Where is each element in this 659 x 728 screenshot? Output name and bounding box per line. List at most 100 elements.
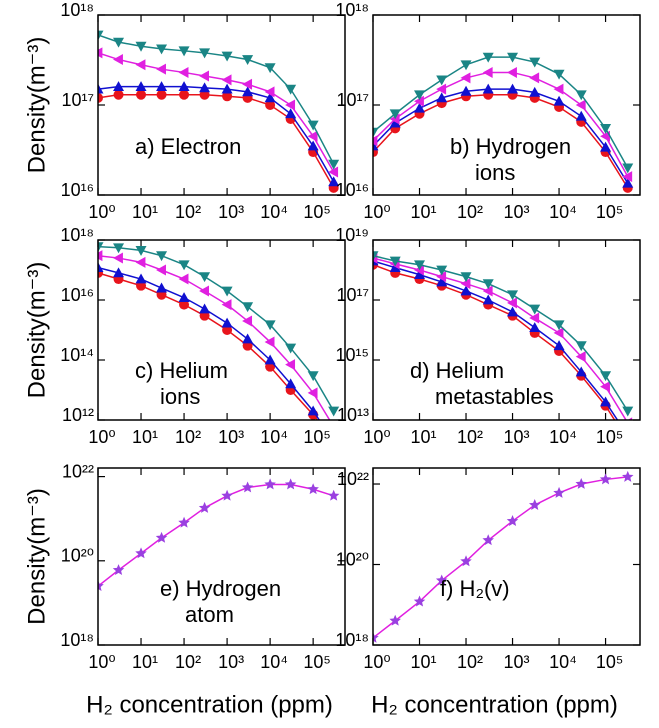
marker bbox=[135, 41, 147, 52]
marker bbox=[529, 312, 540, 324]
annotation: a) Electron bbox=[135, 134, 241, 159]
marker bbox=[221, 317, 233, 328]
marker bbox=[242, 315, 253, 327]
marker bbox=[199, 48, 211, 59]
marker bbox=[436, 271, 447, 283]
y-tick-label: 10¹⁷ bbox=[336, 90, 369, 110]
y-tick-label: 10¹³ bbox=[337, 405, 369, 425]
marker bbox=[600, 396, 612, 407]
marker bbox=[199, 82, 211, 93]
marker bbox=[389, 109, 401, 120]
marker bbox=[482, 66, 493, 78]
marker bbox=[414, 90, 426, 101]
y-tick-label: 10²⁰ bbox=[61, 546, 94, 566]
marker bbox=[389, 113, 400, 125]
y-tick-label: 10¹⁸ bbox=[335, 0, 369, 20]
marker bbox=[436, 276, 448, 287]
marker bbox=[529, 322, 541, 333]
marker bbox=[627, 417, 633, 420]
y-tick-label: 10¹² bbox=[62, 405, 94, 425]
marker bbox=[482, 534, 494, 546]
marker bbox=[622, 430, 633, 440]
x-tick-label: 10² bbox=[175, 202, 201, 222]
marker bbox=[482, 294, 494, 305]
x-tick-label: 10³ bbox=[504, 202, 530, 222]
x-tick-label: 10² bbox=[175, 427, 201, 447]
series-line bbox=[98, 254, 331, 420]
marker bbox=[221, 74, 232, 86]
marker bbox=[529, 304, 541, 315]
marker bbox=[575, 366, 587, 377]
marker bbox=[328, 166, 339, 178]
marker bbox=[135, 547, 147, 559]
marker bbox=[178, 273, 189, 285]
marker bbox=[135, 81, 147, 92]
panel: 10⁰ 10¹ 10² 10³ 10⁴ 10⁵ 10¹³ 10¹⁵ 10¹⁷ 10¹⁹ d) Hel… bbox=[335, 225, 641, 447]
marker bbox=[373, 631, 379, 643]
marker bbox=[178, 46, 190, 57]
marker bbox=[307, 120, 319, 131]
marker bbox=[389, 262, 401, 273]
marker bbox=[328, 176, 340, 187]
marker bbox=[482, 83, 494, 94]
y-tick-label: 10¹⁶ bbox=[336, 180, 369, 200]
x-tick-label: 10¹ bbox=[411, 202, 437, 222]
marker bbox=[414, 102, 426, 113]
marker bbox=[460, 555, 472, 567]
marker bbox=[389, 614, 401, 626]
x-axis-label: H₂ concentration (ppm) bbox=[86, 691, 333, 718]
series-line bbox=[373, 260, 619, 420]
series-line bbox=[373, 254, 629, 412]
marker bbox=[221, 299, 232, 311]
marker bbox=[414, 269, 426, 280]
x-tick-label: 10³ bbox=[504, 652, 530, 672]
x-tick-label: 10⁰ bbox=[363, 652, 390, 672]
plot-frame bbox=[372, 467, 641, 646]
y-tick-label: 10¹⁶ bbox=[61, 180, 94, 200]
marker bbox=[414, 260, 426, 271]
marker bbox=[460, 285, 472, 296]
series-line bbox=[373, 264, 616, 420]
marker bbox=[98, 92, 103, 103]
annotation: c) Helium bbox=[135, 358, 228, 383]
plot-frame bbox=[97, 467, 346, 646]
annotation: metastables bbox=[435, 384, 554, 409]
panel: 10⁰ 10¹ 10² 10³ 10⁴ 10⁵ 10¹⁸ 10²⁰ 10²² e) Hydroge… bbox=[23, 461, 346, 718]
marker bbox=[98, 83, 104, 94]
marker bbox=[264, 92, 276, 103]
marker bbox=[98, 47, 103, 59]
y-tick-label: 10¹⁸ bbox=[60, 630, 94, 650]
marker bbox=[98, 262, 104, 273]
marker bbox=[307, 405, 319, 416]
x-axis-label: H₂ concentration (ppm) bbox=[371, 691, 618, 718]
marker bbox=[156, 251, 168, 262]
marker bbox=[178, 516, 190, 528]
marker bbox=[575, 110, 587, 121]
marker bbox=[222, 325, 233, 335]
marker bbox=[113, 54, 123, 66]
marker bbox=[575, 99, 586, 111]
x-tick-label: 10³ bbox=[218, 202, 244, 222]
annotation: f) H₂(v) bbox=[440, 576, 510, 601]
marker bbox=[507, 297, 517, 309]
x-tick-label: 10⁵ bbox=[303, 427, 330, 447]
marker bbox=[98, 250, 103, 262]
marker bbox=[600, 371, 612, 382]
marker bbox=[285, 343, 297, 354]
y-axis-label: Density(m⁻³) bbox=[23, 488, 50, 625]
marker bbox=[436, 83, 447, 95]
marker bbox=[135, 273, 147, 284]
x-tick-label: 10² bbox=[175, 652, 201, 672]
x-tick-label: 10³ bbox=[218, 427, 244, 447]
marker bbox=[553, 486, 565, 498]
marker bbox=[98, 242, 104, 253]
annotation: b) Hydrogen bbox=[450, 134, 571, 159]
marker bbox=[307, 387, 318, 399]
marker bbox=[135, 256, 146, 268]
x-tick-label: 10⁰ bbox=[88, 202, 115, 222]
marker bbox=[156, 264, 166, 276]
series-line bbox=[373, 56, 629, 169]
panel: 10⁰ 10¹ 10² 10³ 10⁴ 10⁵ 10¹⁶ 10¹⁷ 10¹⁸ b) Hydroge… bbox=[335, 0, 641, 222]
marker bbox=[241, 481, 254, 493]
